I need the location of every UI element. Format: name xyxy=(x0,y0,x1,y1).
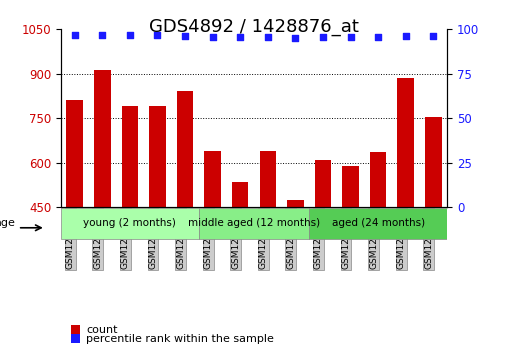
Text: GSM1230361: GSM1230361 xyxy=(341,209,351,269)
Bar xyxy=(232,182,248,207)
Bar xyxy=(425,117,441,207)
Bar xyxy=(67,100,83,207)
Text: GSM1230354: GSM1230354 xyxy=(148,209,157,269)
Text: GSM1230356: GSM1230356 xyxy=(204,209,213,269)
Text: percentile rank within the sample: percentile rank within the sample xyxy=(86,334,274,344)
Point xyxy=(181,33,189,38)
Text: GSM1230359: GSM1230359 xyxy=(287,209,295,269)
Text: GSM1230364: GSM1230364 xyxy=(424,209,433,269)
Point xyxy=(71,32,79,38)
Bar xyxy=(397,78,414,207)
Point xyxy=(402,33,410,39)
Bar xyxy=(287,200,304,207)
Bar xyxy=(121,106,138,207)
Text: GSM1230352: GSM1230352 xyxy=(93,209,102,269)
Bar xyxy=(61,208,199,239)
Point xyxy=(98,32,106,38)
Point xyxy=(346,34,355,40)
Bar xyxy=(199,208,309,239)
Text: GSM1230360: GSM1230360 xyxy=(314,209,323,269)
Text: GSM1230353: GSM1230353 xyxy=(121,209,130,269)
Bar xyxy=(177,91,194,207)
Point xyxy=(209,34,217,40)
Point xyxy=(153,32,162,38)
Bar xyxy=(149,106,166,207)
Point xyxy=(374,34,382,40)
Text: age: age xyxy=(0,218,15,228)
Text: GSM1230362: GSM1230362 xyxy=(369,209,378,269)
Text: count: count xyxy=(86,325,118,335)
Bar xyxy=(260,151,276,207)
Point xyxy=(126,32,134,38)
Bar xyxy=(204,151,221,207)
Text: GDS4892 / 1428876_at: GDS4892 / 1428876_at xyxy=(149,18,359,36)
Bar xyxy=(370,152,387,207)
Point xyxy=(236,34,244,40)
Text: GSM1230358: GSM1230358 xyxy=(259,209,268,269)
Text: young (2 months): young (2 months) xyxy=(83,219,176,228)
Text: GSM1230363: GSM1230363 xyxy=(397,209,406,269)
Bar xyxy=(309,208,447,239)
Text: GSM1230355: GSM1230355 xyxy=(176,209,185,269)
Point xyxy=(264,34,272,40)
Text: GSM1230351: GSM1230351 xyxy=(66,209,75,269)
Text: aged (24 months): aged (24 months) xyxy=(332,219,425,228)
Text: GSM1230357: GSM1230357 xyxy=(231,209,240,269)
Point xyxy=(429,33,437,39)
Bar xyxy=(342,166,359,207)
Text: middle aged (12 months): middle aged (12 months) xyxy=(188,219,320,228)
Point xyxy=(291,35,299,41)
Bar xyxy=(94,70,111,207)
Point xyxy=(319,34,327,40)
Bar xyxy=(314,160,331,207)
